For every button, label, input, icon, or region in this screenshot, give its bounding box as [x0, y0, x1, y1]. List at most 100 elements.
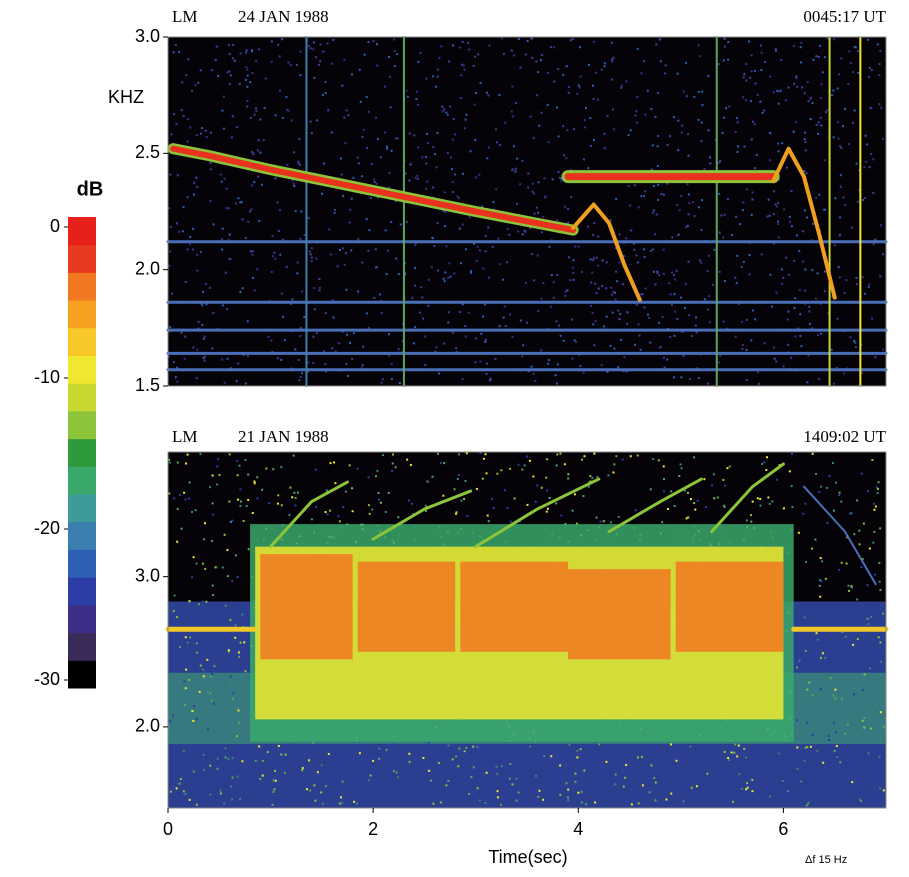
speckle [612, 471, 615, 474]
speckle [333, 461, 336, 464]
speckle [583, 455, 586, 458]
speckle [564, 294, 567, 297]
speckle [772, 346, 775, 349]
speckle [871, 459, 874, 462]
speckle [443, 108, 446, 111]
speckle [310, 518, 313, 521]
speckle [172, 714, 175, 717]
emission [260, 554, 353, 660]
speckle [565, 65, 568, 68]
speckle [842, 125, 845, 128]
speckle [755, 785, 758, 788]
speckle [397, 348, 400, 351]
speckle [827, 734, 830, 737]
speckle [548, 497, 551, 500]
speckle [175, 222, 178, 225]
speckle [256, 476, 259, 479]
speckle [382, 454, 385, 457]
speckle [625, 80, 628, 83]
speckle [334, 482, 337, 485]
color-step [68, 217, 96, 246]
speckle [430, 266, 433, 269]
speckle [361, 175, 364, 178]
speckle [396, 53, 399, 56]
speckle [793, 82, 796, 85]
speckle [622, 785, 625, 788]
speckle [343, 116, 346, 119]
speckle [744, 99, 747, 102]
speckle [710, 484, 713, 487]
speckle [257, 175, 260, 178]
speckle [605, 760, 608, 763]
speckle [451, 181, 454, 184]
speckle [803, 92, 806, 95]
speckle [832, 382, 835, 385]
speckle [186, 641, 189, 644]
speckle [558, 324, 561, 327]
speckle [474, 361, 477, 364]
speckle [823, 159, 826, 162]
speckle [865, 160, 868, 163]
speckle [193, 744, 196, 747]
speckle [467, 311, 470, 314]
speckle [172, 51, 175, 54]
speckle [256, 497, 259, 500]
speckle [600, 68, 603, 71]
speckle [626, 322, 629, 325]
trace [571, 202, 642, 302]
speckle [603, 62, 606, 65]
speckle [546, 458, 549, 461]
speckle [852, 643, 855, 646]
speckle [499, 263, 502, 266]
speckle [281, 315, 284, 318]
speckle [878, 103, 881, 106]
speckle [564, 290, 567, 293]
speckle [168, 355, 171, 358]
speckle [795, 234, 798, 237]
speckle [754, 82, 757, 85]
speckle [199, 69, 202, 72]
speckle [267, 335, 270, 338]
speckle [611, 58, 614, 61]
speckle [739, 223, 742, 226]
speckle [181, 230, 184, 233]
speckle [624, 776, 627, 779]
speckle [249, 250, 252, 253]
speckle [278, 55, 281, 58]
speckle [637, 206, 640, 209]
speckle [204, 282, 207, 285]
speckle [519, 66, 522, 69]
speckle [656, 145, 659, 148]
speckle [373, 178, 376, 181]
speckle [673, 504, 676, 507]
speckle [808, 681, 811, 684]
speckle [595, 516, 598, 519]
speckle [767, 496, 770, 499]
speckle [521, 159, 524, 162]
speckle [571, 509, 574, 512]
speckle [567, 208, 570, 211]
speckle [800, 780, 803, 783]
speckle [692, 780, 695, 783]
speckle [215, 45, 218, 48]
speckle [829, 606, 832, 609]
speckle [492, 506, 495, 509]
speckle [408, 752, 411, 755]
speckle [431, 475, 434, 478]
speckle [637, 802, 640, 805]
speckle [819, 44, 822, 47]
speckle [829, 677, 832, 680]
speckle [205, 136, 208, 139]
speckle [184, 335, 187, 338]
speckle [392, 453, 395, 456]
speckle [835, 366, 838, 369]
speckle [534, 379, 537, 382]
speckle [610, 286, 613, 289]
speckle [319, 60, 322, 63]
speckle [657, 321, 660, 324]
speckle [651, 211, 654, 214]
speckle [445, 111, 448, 114]
speckle [457, 765, 460, 768]
speckle [660, 192, 663, 195]
speckle [701, 90, 704, 93]
